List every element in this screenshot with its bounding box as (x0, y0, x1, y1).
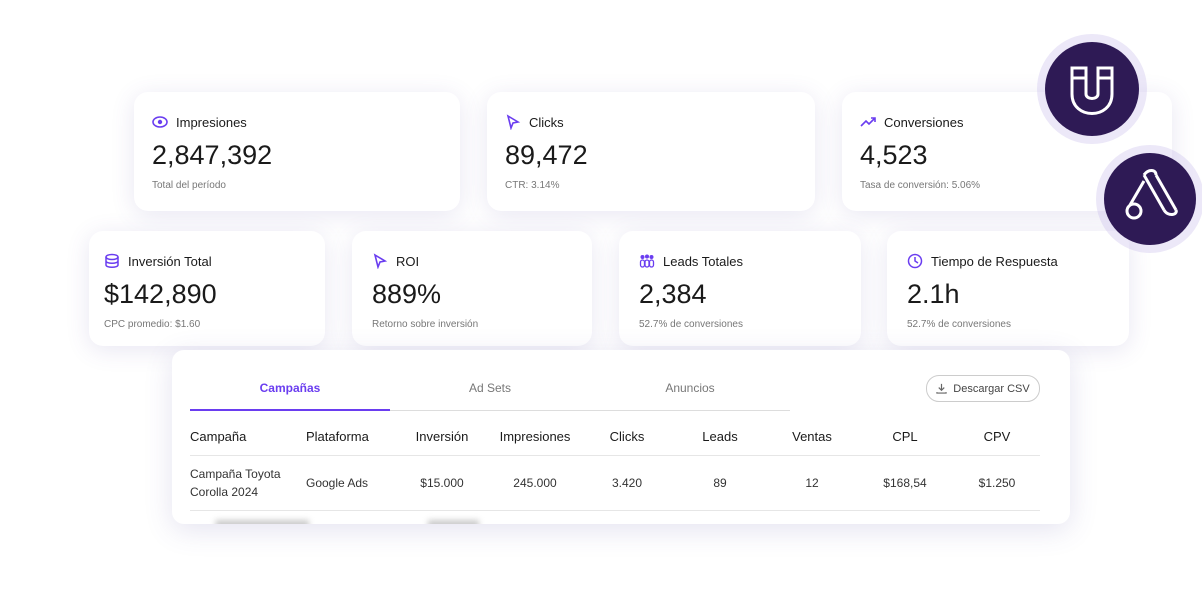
metric-card: Tiempo de Respuesta 2.1h 52.7% de conver… (887, 231, 1129, 346)
card-value: 4,523 (860, 140, 928, 170)
google-ads-logo (1104, 153, 1196, 245)
card-note: CTR: 3.14% (505, 180, 560, 191)
download-button[interactable]: Descargar CSV (926, 375, 1040, 402)
magnet-icon (1070, 66, 1114, 115)
download-icon (936, 383, 947, 394)
table-cell: $1.250 (978, 476, 1016, 490)
metric-card: Leads Totales 2,384 52.7% de conversione… (619, 231, 861, 346)
icon (907, 253, 923, 269)
card-label: Conversiones (884, 114, 964, 130)
card-note: CPC promedio: $1.60 (104, 319, 201, 330)
icon (506, 114, 521, 130)
card-label: Clicks (529, 114, 564, 130)
metric-card: Inversión Total $142,890 CPC promedio: $… (89, 231, 325, 346)
icon (105, 253, 119, 268)
tab-indicator (190, 409, 390, 411)
table-cell: 12 (805, 476, 819, 490)
column-header: Leads (702, 429, 738, 444)
tab[interactable]: Ad Sets (468, 381, 512, 395)
column-header: Inversión (415, 429, 469, 444)
table-cell: Google Ads (306, 476, 369, 490)
card-value: 89,472 (505, 140, 588, 170)
table-panel: Campañas Ad Sets Anuncios Descargar CSV … (172, 350, 1070, 524)
metric-card: Clicks 89,472 CTR: 3.14% (487, 92, 815, 211)
icon (639, 254, 655, 268)
column-header: Ventas (792, 429, 832, 444)
table-cell: 3.420 (611, 476, 643, 490)
blurred-row (190, 520, 1040, 524)
button-label: Descargar CSV (953, 382, 1030, 395)
card-note: Tasa de conversión: 5.06% (860, 180, 981, 191)
table-cell: 89 (713, 476, 727, 490)
card-note: Retorno sobre inversión (372, 319, 479, 330)
column-header: Clicks (609, 429, 645, 444)
column-header: Plataforma (306, 429, 369, 444)
card-value: 889% (372, 279, 442, 309)
row-divider (190, 510, 1040, 511)
icon (373, 253, 388, 269)
column-header: CPV (983, 429, 1011, 444)
icon (152, 116, 168, 128)
row-divider (190, 455, 1040, 456)
card-label: Tiempo de Respuesta (931, 253, 1058, 269)
metric-card: Impresiones 2,847,392 Total del período (134, 92, 460, 211)
metric-card: ROI 889% Retorno sobre inversión (352, 231, 592, 346)
table-cell: $168,54 (883, 476, 927, 490)
card-note: 52.7% de conversiones (639, 319, 743, 330)
tab[interactable]: Anuncios (665, 381, 715, 395)
column-header: Impresiones (499, 429, 571, 444)
card-label: Leads Totales (663, 253, 743, 269)
card-label: ROI (396, 253, 420, 269)
brand-logo (1045, 42, 1139, 136)
icon (860, 117, 876, 127)
card-label: Impresiones (176, 114, 247, 130)
table-cell: $15.000 (420, 476, 464, 490)
card-value: $142,890 (104, 279, 217, 309)
ads-icon (1125, 169, 1178, 220)
tab[interactable]: Campañas (259, 381, 321, 395)
card-value: 2,847,392 (152, 140, 273, 170)
card-value: 2.1h (907, 279, 960, 309)
tab-divider (190, 410, 790, 411)
column-header: CPL (892, 429, 918, 444)
card-note: 52.7% de conversiones (907, 319, 1011, 330)
column-header: Campaña (190, 429, 247, 444)
card-note: Total del período (152, 180, 226, 191)
table-cell: 245.000 (513, 476, 557, 490)
card-label: Inversión Total (128, 253, 212, 269)
card-value: 2,384 (639, 279, 707, 309)
table-cell: Campaña Toyota Corolla 2024 (190, 467, 281, 499)
